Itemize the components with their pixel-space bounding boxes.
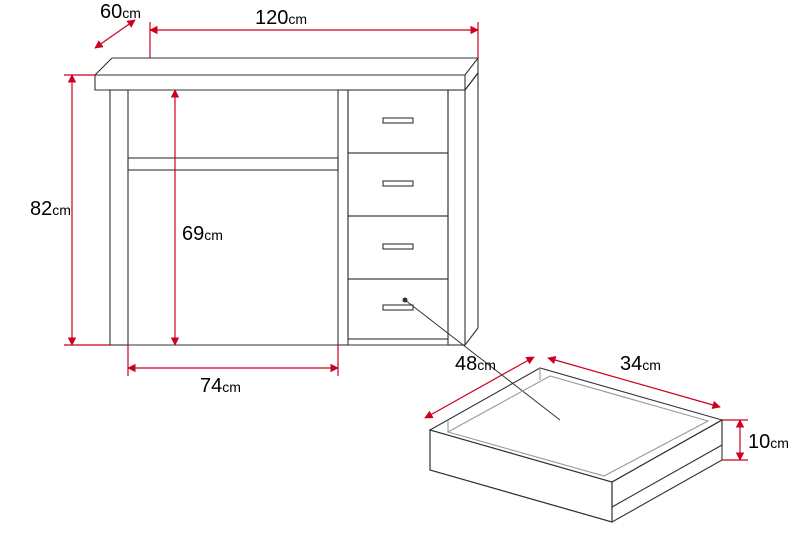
drawer-column — [348, 90, 448, 339]
dim-depth-label: 60cm — [100, 1, 141, 23]
dimension-diagram: 60cm 120cm 82cm 69cm 74cm — [0, 0, 800, 533]
dim-depth-line — [95, 20, 135, 48]
callout-dot — [403, 298, 408, 303]
dim-drawer-width-label: 34cm — [620, 353, 661, 375]
dim-height-label: 82cm — [30, 198, 71, 220]
dim-inner-height-label: 69cm — [182, 223, 223, 245]
dim-drawer-depth-label: 48cm — [455, 353, 496, 375]
dim-inner-width-label: 74cm — [200, 375, 241, 397]
dim-width-label: 120cm — [255, 7, 307, 29]
desk-front-view — [95, 58, 478, 345]
dim-drawer-height-label: 10cm — [748, 431, 789, 453]
